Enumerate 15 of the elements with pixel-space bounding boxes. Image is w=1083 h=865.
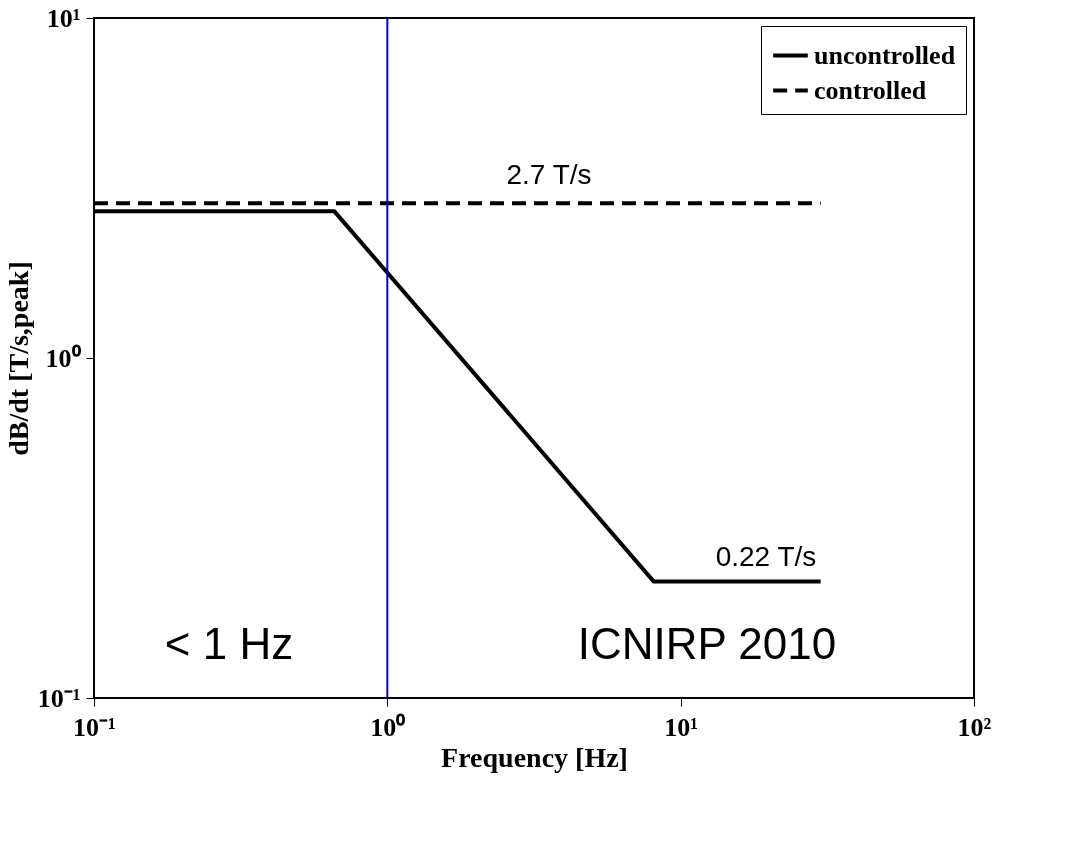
- x-tick-label: 10²: [957, 712, 992, 742]
- legend-label: uncontrolled: [814, 40, 956, 70]
- x-tick-label: 10¹: [664, 712, 699, 742]
- annotation: < 1 Hz: [164, 619, 294, 668]
- y-tick-label: 10⁰: [45, 343, 82, 373]
- y-axis-title: dB/dt [T/s,peak]: [2, 261, 34, 456]
- x-tick-label: 10⁻¹: [73, 712, 116, 742]
- x-axis-title: Frequency [Hz]: [441, 741, 628, 773]
- legend-label: controlled: [814, 75, 927, 105]
- annotation: 2.7 T/s: [506, 159, 592, 190]
- x-tick-label: 10⁰: [370, 712, 407, 742]
- annotation: 0.22 T/s: [715, 541, 817, 572]
- annotation: ICNIRP 2010: [577, 619, 837, 668]
- y-tick-label: 10¹: [46, 3, 81, 33]
- y-tick-label: 10⁻¹: [37, 683, 81, 713]
